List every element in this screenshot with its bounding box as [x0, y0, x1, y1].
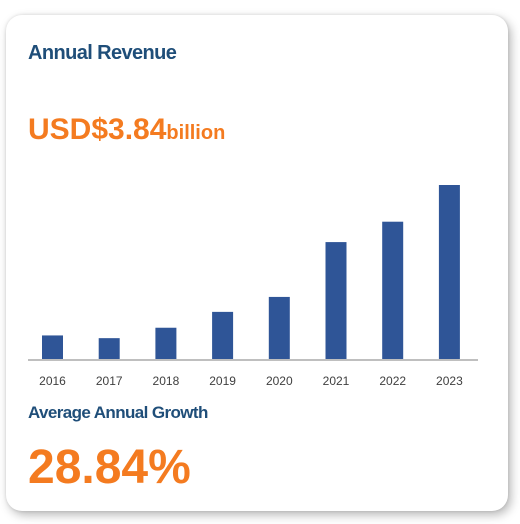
x-tick-labels: 2016 2017 2018 2019 2020 2021 2022 2023 — [39, 374, 463, 388]
x-tick-2019: 2019 — [209, 374, 236, 388]
bar-2020 — [268, 296, 290, 359]
bar-2023 — [438, 185, 460, 359]
x-tick-2017: 2017 — [96, 374, 123, 388]
growth-value: 28.84% — [28, 441, 191, 494]
bar-group — [42, 185, 460, 359]
growth-label: Average Annual Growth — [28, 403, 208, 422]
x-tick-2022: 2022 — [379, 374, 406, 388]
card-title: Annual Revenue — [28, 42, 177, 64]
x-tick-2018: 2018 — [153, 374, 180, 388]
revenue-card — [6, 15, 508, 511]
bar-2019 — [212, 311, 234, 359]
x-tick-2020: 2020 — [266, 374, 293, 388]
bar-2016 — [42, 335, 63, 359]
revenue-amount: USD$3.84 — [28, 113, 167, 146]
x-tick-2021: 2021 — [323, 374, 350, 388]
bar-2022 — [382, 221, 404, 359]
x-tick-2016: 2016 — [39, 374, 66, 388]
revenue-unit: billion — [166, 122, 226, 144]
bar-2018 — [155, 327, 177, 359]
revenue-value: USD$3.84billion — [28, 113, 225, 147]
bar-2021 — [325, 242, 347, 359]
bar-2017 — [98, 338, 120, 359]
x-tick-2023: 2023 — [436, 374, 463, 388]
